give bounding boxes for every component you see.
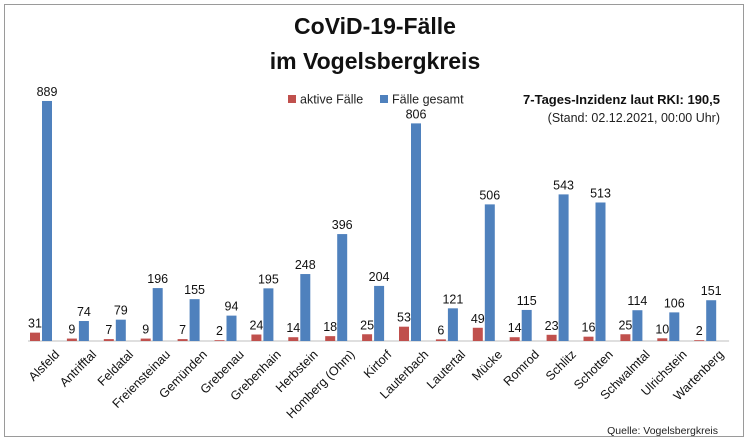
category-label-11: Lautertal (424, 347, 468, 391)
bar-active-4 (177, 339, 188, 341)
value-label-total-10: 806 (406, 107, 427, 121)
bar-total-3 (152, 288, 163, 341)
bar-active-15 (583, 336, 594, 341)
value-label-active-11: 6 (437, 323, 444, 337)
bar-active-16 (620, 334, 631, 341)
value-label-total-3: 196 (147, 272, 168, 286)
value-label-total-18: 151 (701, 284, 722, 298)
legend-swatch-active (288, 95, 296, 103)
value-label-total-15: 513 (590, 186, 611, 200)
legend-label-active: aktive Fälle (300, 93, 363, 107)
value-label-total-11: 121 (442, 292, 463, 306)
value-label-active-3: 9 (142, 323, 149, 337)
value-label-active-17: 10 (655, 322, 669, 336)
value-label-active-7: 14 (286, 321, 300, 335)
value-label-active-1: 9 (68, 323, 75, 337)
bar-active-6 (251, 334, 262, 341)
value-label-active-18: 2 (696, 324, 703, 338)
bar-active-2 (103, 339, 114, 341)
value-label-total-1: 74 (77, 305, 91, 319)
chart-subtitle: im Vogelsbergkreis (270, 48, 481, 74)
source-note: Quelle: Vogelsbergkreis (607, 425, 718, 437)
bar-total-17 (669, 312, 680, 341)
value-label-active-5: 2 (216, 324, 223, 338)
value-label-active-0: 31 (28, 317, 42, 331)
bar-total-4 (189, 299, 200, 341)
bar-active-5 (214, 340, 225, 341)
bar-total-16 (632, 310, 643, 341)
bar-active-18 (694, 340, 705, 341)
value-label-total-12: 506 (479, 188, 500, 202)
bar-total-0 (42, 100, 52, 341)
legend-swatch-total (380, 95, 388, 103)
bar-total-13 (521, 309, 532, 341)
legend-label-total: Fälle gesamt (392, 93, 464, 107)
value-label-active-9: 25 (360, 318, 374, 332)
value-label-total-9: 204 (369, 270, 390, 284)
value-label-total-17: 106 (664, 296, 685, 310)
value-label-total-8: 396 (332, 218, 353, 232)
bar-active-9 (362, 334, 373, 341)
value-label-total-13: 115 (517, 294, 537, 308)
category-label-14: Schlitz (543, 347, 579, 383)
bar-total-7 (300, 274, 311, 341)
plot-area: 31889Alsfeld974Antrifftal779Feldatal9196… (26, 85, 730, 421)
bar-total-14 (558, 194, 569, 341)
value-label-total-5: 94 (225, 300, 239, 314)
incidence-note: 7-Tages-Inzidenz laut RKI: 190,5 (523, 92, 720, 107)
bar-active-10 (399, 326, 409, 341)
category-label-1: Antrifftal (57, 347, 99, 389)
value-label-active-8: 18 (323, 320, 337, 334)
bar-total-10 (411, 123, 421, 341)
bar-total-6 (263, 288, 274, 341)
value-label-active-12: 49 (471, 312, 485, 326)
category-label-8: Homberg (Ohm) (284, 347, 358, 421)
value-label-total-6: 195 (258, 272, 279, 286)
value-label-active-6: 24 (249, 319, 263, 333)
value-label-active-15: 16 (582, 321, 596, 335)
bar-active-1 (66, 338, 77, 341)
value-label-active-13: 14 (508, 321, 522, 335)
value-label-active-2: 7 (105, 323, 112, 337)
chart-frame (4, 4, 744, 437)
category-label-12: Mücke (469, 347, 505, 383)
bar-total-18 (706, 300, 717, 341)
value-label-active-16: 25 (618, 318, 632, 332)
bar-active-13 (509, 337, 520, 341)
value-label-total-0: 889 (37, 85, 58, 99)
bar-total-8 (337, 234, 348, 341)
timestamp-note: (Stand: 02.12.2021, 00:00 Uhr) (548, 111, 720, 125)
bar-total-5 (226, 315, 237, 341)
value-label-total-16: 114 (627, 294, 647, 308)
value-label-active-4: 7 (179, 323, 186, 337)
value-label-active-14: 23 (545, 319, 559, 333)
bar-active-17 (657, 338, 668, 341)
value-label-active-10: 53 (397, 311, 411, 325)
bar-total-11 (447, 308, 458, 341)
chart-title: CoViD-19-Fälle (294, 13, 456, 39)
category-label-0: Alsfeld (26, 347, 62, 383)
value-label-total-4: 155 (184, 283, 205, 297)
category-label-13: Romrod (501, 347, 542, 388)
category-label-9: Kirtorf (361, 347, 395, 381)
bar-total-1 (78, 321, 89, 341)
bar-total-12 (484, 204, 495, 341)
bar-active-3 (140, 338, 151, 341)
bar-total-9 (374, 285, 385, 341)
bar-active-8 (325, 336, 336, 341)
bar-active-7 (288, 337, 299, 341)
value-label-total-2: 79 (114, 304, 128, 318)
bar-total-2 (115, 319, 126, 341)
bar-active-0 (30, 332, 40, 341)
bar-active-14 (546, 334, 557, 341)
bar-total-15 (595, 202, 606, 341)
value-label-total-7: 248 (295, 258, 316, 272)
bar-active-11 (435, 339, 446, 341)
bar-active-12 (472, 327, 483, 341)
value-label-total-14: 543 (553, 178, 574, 192)
